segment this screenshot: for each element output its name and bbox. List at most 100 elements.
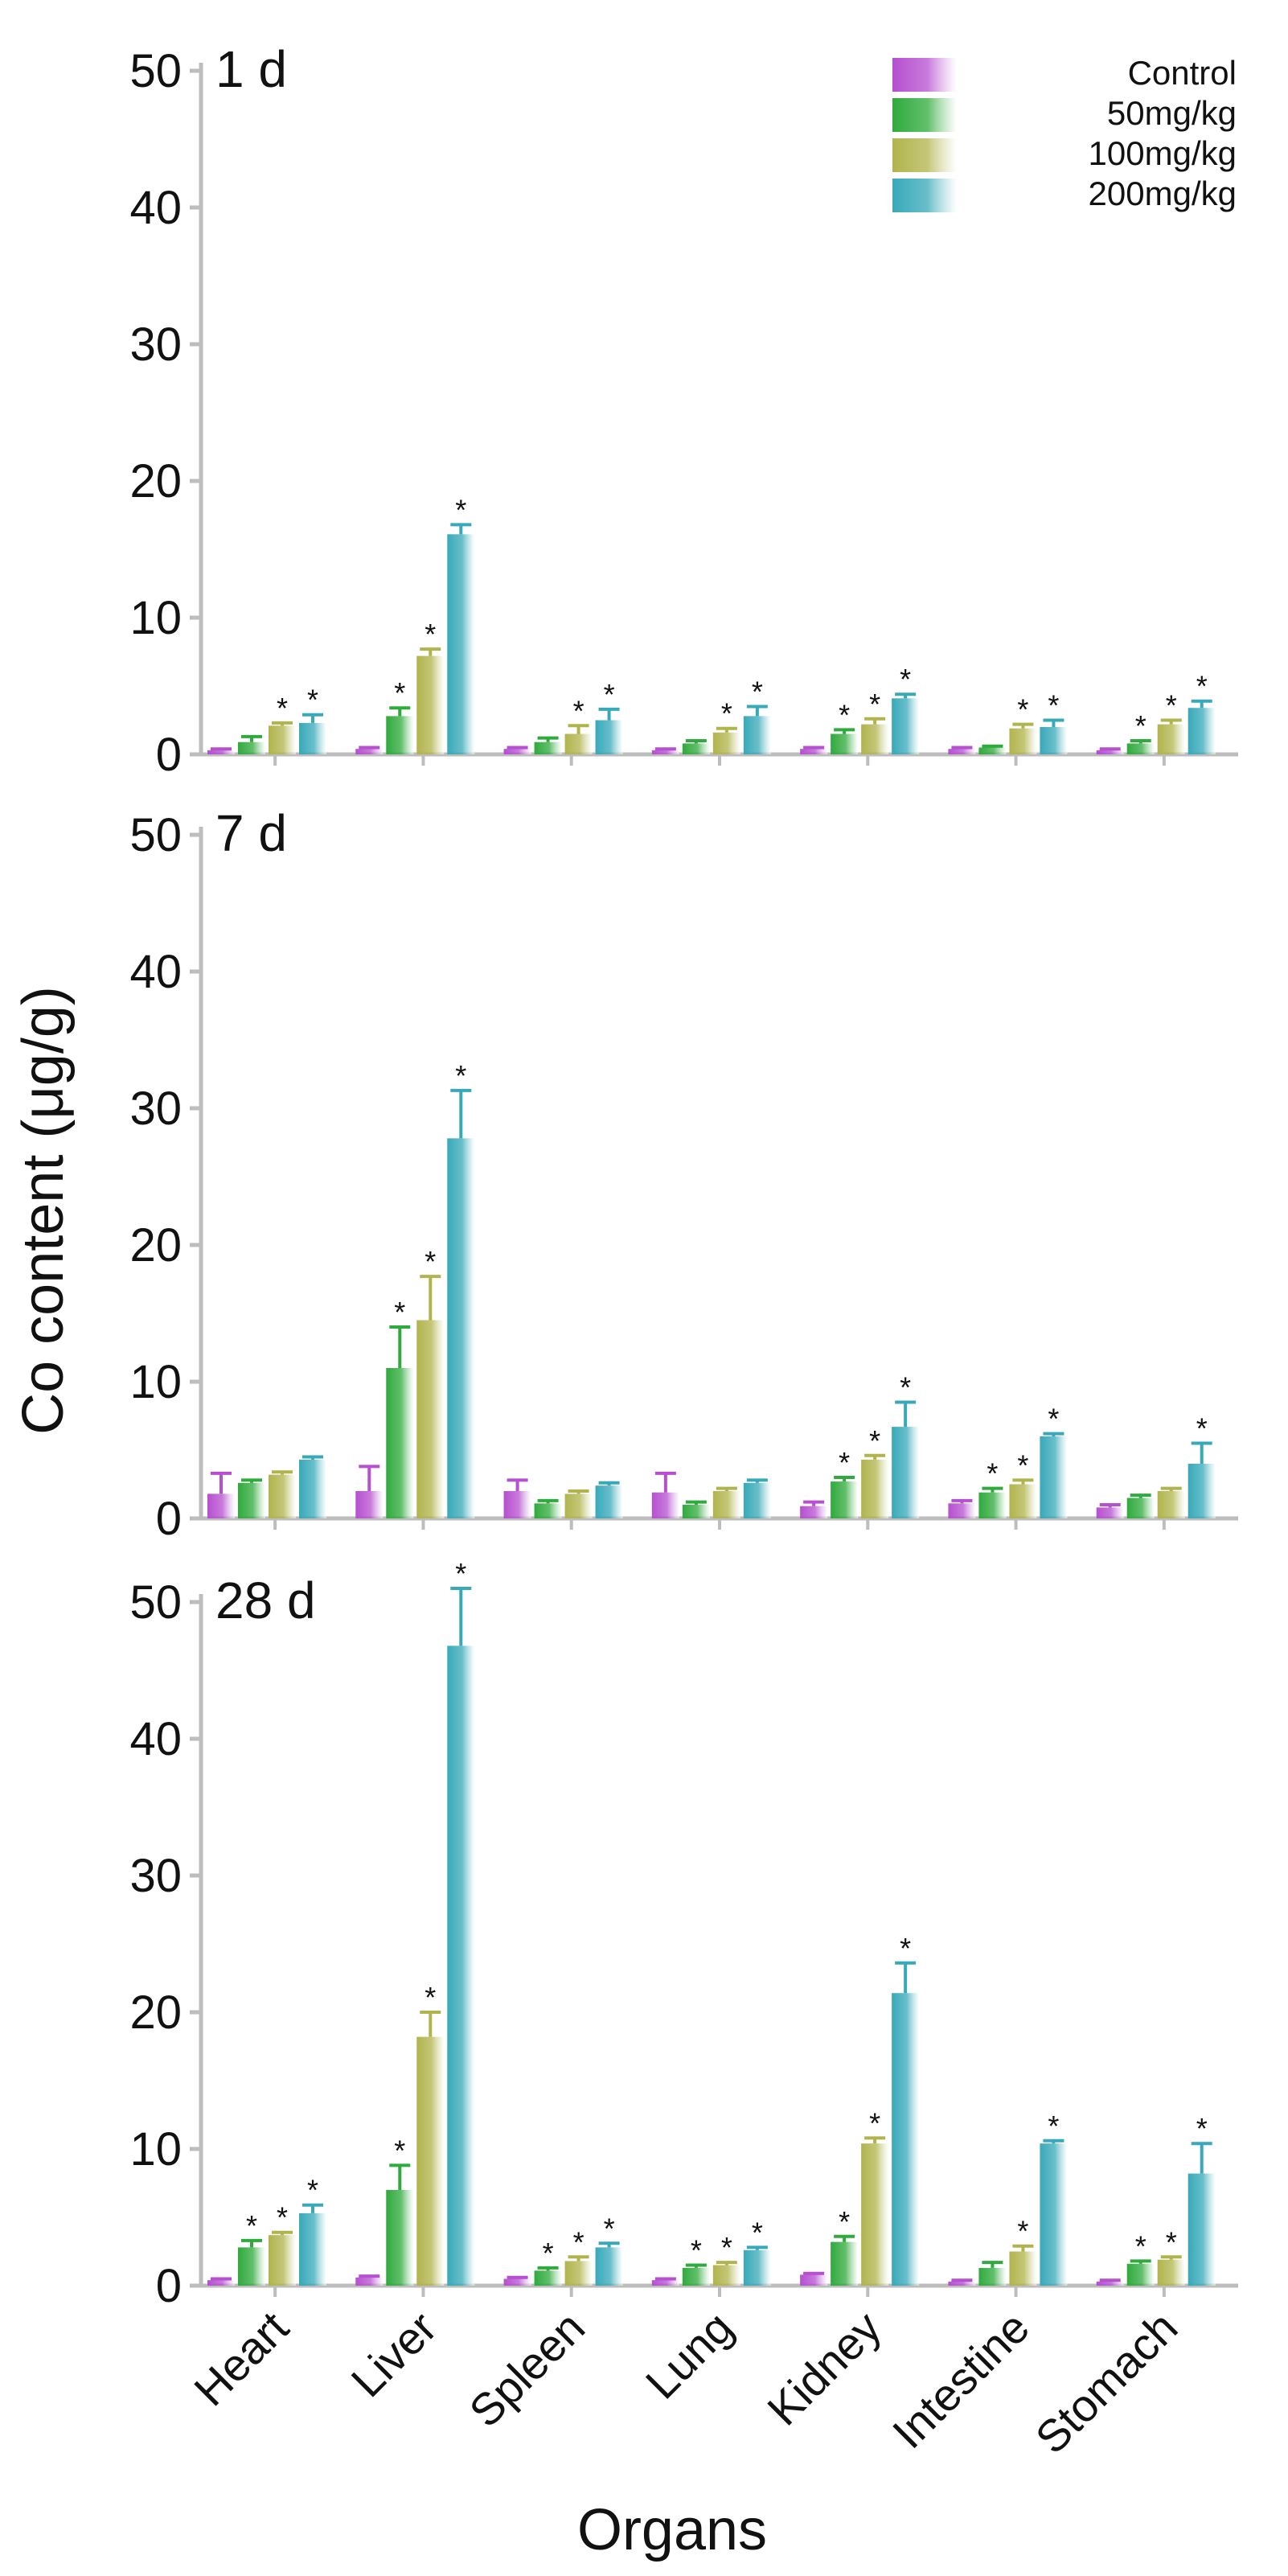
bar-28-d-heart-100mg-kg (269, 2235, 296, 2286)
bar-7-d-kidney-50mg-kg (831, 1481, 859, 1518)
significance-star: * (900, 1371, 911, 1404)
bar-1-d-liver-control (355, 749, 384, 754)
y-tick-label: 30 (129, 318, 182, 371)
y-tick-label: 0 (156, 1493, 182, 1545)
panel-label: 28 d (215, 1571, 316, 1629)
legend-label-100mg-kg: 100mg/kg (1089, 134, 1237, 172)
bar-1-d-lung-control (651, 750, 679, 754)
legend-label-50mg-kg: 50mg/kg (1107, 94, 1237, 132)
bar-7-d-stomach-control (1096, 1507, 1124, 1518)
bar-7-d-liver-200mg-kg (447, 1138, 475, 1518)
panel-label: 1 d (215, 40, 287, 98)
bar-28-d-stomach-100mg-kg (1157, 2259, 1185, 2286)
bar-1-d-heart-control (207, 750, 235, 754)
bar-7-d-lung-100mg-kg (712, 1491, 740, 1518)
bar-1-d-stomach-100mg-kg (1157, 724, 1185, 754)
significance-star: * (721, 2231, 732, 2264)
bar-28-d-lung-100mg-kg (712, 2265, 740, 2286)
x-category-label-kidney: Kidney (757, 2302, 891, 2435)
bar-1-d-intestine-200mg-kg (1040, 727, 1068, 754)
significance-star: * (1048, 1403, 1059, 1436)
bar-7-d-heart-50mg-kg (238, 1482, 265, 1518)
significance-star: * (277, 692, 288, 725)
significance-star: * (839, 2205, 850, 2238)
significance-star: * (1166, 2225, 1177, 2258)
bar-7-d-spleen-100mg-kg (564, 1493, 593, 1518)
bar-1-d-stomach-control (1096, 750, 1124, 754)
significance-star: * (900, 663, 911, 696)
x-category-label-intestine: Intestine (883, 2302, 1039, 2458)
y-tick-label: 30 (129, 1083, 182, 1135)
significance-star: * (425, 1245, 436, 1278)
legend-label-200mg-kg: 200mg/kg (1089, 175, 1237, 212)
significance-star: * (394, 2134, 405, 2167)
y-axis-title: Co content (μg/g) (11, 986, 76, 1435)
bar-1-d-spleen-50mg-kg (534, 742, 562, 754)
bar-1-d-heart-100mg-kg (269, 725, 296, 754)
panel-1-d: 0 10 20 30 40 50 1 d * * * * * * * * * * * * * * * * * (129, 40, 1238, 781)
x-category-label-spleen: Spleen (459, 2302, 594, 2437)
significance-star: * (394, 1296, 405, 1329)
bar-28-d-lung-control (651, 2280, 679, 2286)
bar-7-d-intestine-control (948, 1503, 976, 1518)
bar-7-d-lung-50mg-kg (682, 1505, 710, 1518)
y-tick-label: 30 (129, 1850, 182, 1902)
bar-7-d-intestine-200mg-kg (1040, 1436, 1068, 1518)
bar-1-d-intestine-control (948, 749, 976, 754)
y-tick-label: 0 (156, 2260, 182, 2312)
bar-1-d-spleen-control (503, 749, 531, 754)
bar-28-d-stomach-50mg-kg (1126, 2263, 1155, 2286)
x-category-label-stomach: Stomach (1026, 2302, 1188, 2463)
significance-star: * (839, 1446, 850, 1479)
significance-star: * (604, 2212, 615, 2245)
significance-star: * (1048, 2110, 1059, 2143)
bar-7-d-kidney-200mg-kg (892, 1427, 920, 1518)
legend-swatch-100mg-kg (892, 138, 957, 172)
bar-1-d-intestine-50mg-kg (978, 747, 1007, 754)
bar-7-d-heart-control (207, 1493, 235, 1518)
bar-28-d-spleen-200mg-kg (595, 2247, 623, 2286)
significance-star: * (1135, 2229, 1146, 2262)
y-tick-label: 20 (129, 1219, 182, 1272)
significance-star: * (1196, 670, 1208, 703)
panel-label: 7 d (215, 804, 287, 862)
bar-1-d-stomach-200mg-kg (1188, 708, 1216, 754)
significance-star: * (900, 1932, 911, 1965)
bar-1-d-liver-200mg-kg (447, 534, 475, 754)
significance-star: * (721, 697, 732, 730)
bar-1-d-heart-200mg-kg (299, 722, 326, 754)
significance-star: * (455, 1557, 466, 1590)
bar-7-d-lung-control (651, 1492, 679, 1518)
significance-star: * (1017, 1448, 1028, 1481)
bar-1-d-lung-50mg-kg (682, 743, 710, 754)
bar-7-d-liver-control (355, 1491, 384, 1518)
legend-swatch-200mg-kg (892, 179, 957, 212)
x-category-label-heart: Heart (184, 2302, 298, 2416)
bar-28-d-kidney-50mg-kg (831, 2241, 859, 2286)
significance-star: * (839, 698, 850, 731)
bar-1-d-intestine-100mg-kg (1009, 728, 1037, 754)
significance-star: * (573, 694, 585, 727)
bar-7-d-lung-200mg-kg (743, 1482, 771, 1518)
y-tick-label: 20 (129, 1986, 182, 2039)
bar-7-d-kidney-100mg-kg (861, 1459, 889, 1518)
bar-28-d-heart-50mg-kg (238, 2247, 265, 2286)
panel-28-d: 0 10 20 30 40 50 28 d * * * * * * * * * * * * * * * * * * * * (129, 1557, 1238, 2312)
bar-28-d-heart-200mg-kg (299, 2212, 326, 2286)
y-tick-label: 10 (129, 1356, 182, 1408)
significance-star: * (1196, 2112, 1208, 2145)
significance-star: * (425, 618, 436, 651)
bar-28-d-heart-control (207, 2280, 235, 2286)
significance-star: * (869, 688, 880, 721)
bar-28-d-intestine-50mg-kg (978, 2267, 1007, 2286)
significance-star: * (573, 2225, 585, 2258)
significance-star: * (869, 1424, 880, 1457)
bar-28-d-intestine-control (948, 2281, 976, 2286)
bar-28-d-liver-100mg-kg (416, 2036, 445, 2286)
bar-28-d-liver-control (355, 2277, 384, 2286)
bar-28-d-liver-200mg-kg (447, 1645, 475, 2286)
bar-28-d-lung-50mg-kg (682, 2267, 710, 2286)
bar-28-d-kidney-100mg-kg (861, 2143, 889, 2286)
bar-7-d-stomach-100mg-kg (1157, 1491, 1185, 1518)
